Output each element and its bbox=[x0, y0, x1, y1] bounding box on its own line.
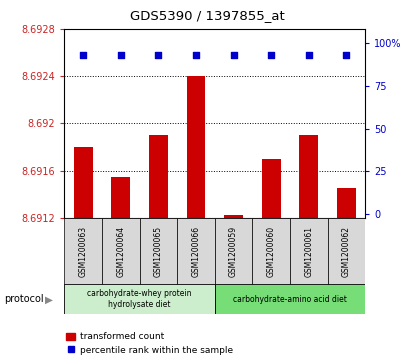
Bar bbox=[64, 218, 102, 285]
Point bbox=[230, 52, 237, 58]
Point bbox=[155, 52, 162, 58]
Bar bbox=[299, 135, 318, 218]
Bar bbox=[290, 218, 327, 285]
Text: GSM1200059: GSM1200059 bbox=[229, 226, 238, 277]
Bar bbox=[64, 284, 215, 314]
Text: GDS5390 / 1397855_at: GDS5390 / 1397855_at bbox=[130, 9, 285, 22]
Bar bbox=[215, 284, 365, 314]
Bar bbox=[102, 218, 139, 285]
Bar bbox=[337, 188, 356, 218]
Text: GSM1200061: GSM1200061 bbox=[304, 226, 313, 277]
Point bbox=[268, 52, 274, 58]
Bar bbox=[327, 218, 365, 285]
Bar bbox=[149, 135, 168, 218]
Text: GSM1200065: GSM1200065 bbox=[154, 226, 163, 277]
Point bbox=[117, 52, 124, 58]
Point bbox=[343, 52, 350, 58]
Text: GSM1200060: GSM1200060 bbox=[267, 226, 276, 277]
Text: carbohydrate-amino acid diet: carbohydrate-amino acid diet bbox=[233, 295, 347, 303]
Bar bbox=[215, 218, 252, 285]
Bar bbox=[74, 147, 93, 218]
Text: carbohydrate-whey protein
hydrolysate diet: carbohydrate-whey protein hydrolysate di… bbox=[87, 289, 192, 309]
Legend: transformed count, percentile rank within the sample: transformed count, percentile rank withi… bbox=[63, 329, 237, 359]
Point bbox=[193, 52, 199, 58]
Text: ▶: ▶ bbox=[45, 294, 53, 305]
Text: GSM1200062: GSM1200062 bbox=[342, 226, 351, 277]
Text: GSM1200063: GSM1200063 bbox=[78, 226, 88, 277]
Text: GSM1200066: GSM1200066 bbox=[191, 226, 200, 277]
Bar bbox=[187, 76, 205, 218]
Bar bbox=[252, 218, 290, 285]
Bar bbox=[224, 216, 243, 218]
Point bbox=[80, 52, 86, 58]
Point bbox=[305, 52, 312, 58]
Bar bbox=[139, 218, 177, 285]
Text: protocol: protocol bbox=[4, 294, 44, 305]
Bar bbox=[111, 176, 130, 218]
Bar bbox=[177, 218, 215, 285]
Bar bbox=[262, 159, 281, 218]
Text: GSM1200064: GSM1200064 bbox=[116, 226, 125, 277]
